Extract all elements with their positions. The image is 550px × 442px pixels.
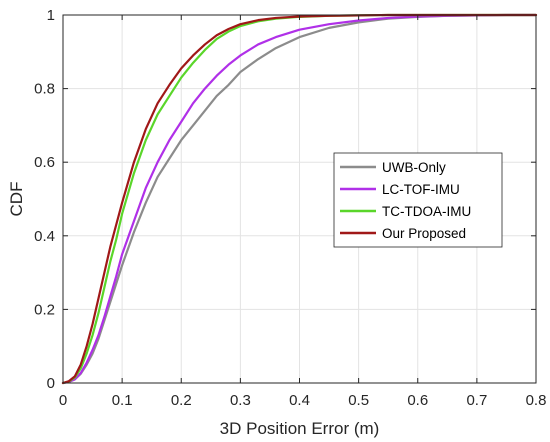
x-tick-label: 0.1 [112,392,133,409]
legend-label: Our Proposed [382,226,466,241]
tick-labels: 0 0.1 0.2 0.3 0.4 0.5 0.6 0.7 0.8 0 0.2 0.4 0.6 0.8 1 [34,7,546,409]
legend-label: LC-TOF-IMU [382,182,460,197]
y-axis-label: CDF [7,182,26,217]
x-tick-label: 0 [59,392,67,409]
legend: UWB-Only LC-TOF-IMU TC-TDOA-IMU Our Propose… [333,152,503,248]
y-tick-label: 0.2 [34,301,55,318]
axis-ticks [62,14,537,384]
y-tick-label: 1 [47,7,55,24]
y-tick-label: 0 [47,375,55,392]
y-tick-label: 0.4 [34,228,55,245]
x-axis-label: 3D Position Error (m) [220,419,380,438]
legend-label: UWB-Only [382,160,446,175]
x-tick-label: 0.3 [230,392,251,409]
x-tick-label: 0.8 [526,392,547,409]
y-tick-label: 0.8 [34,81,55,98]
series-line-lc-tof-imu [61,13,538,385]
legend-label: TC-TDOA-IMU [382,204,471,219]
x-tick-label: 0.6 [407,392,428,409]
y-tick-label: 0.6 [34,154,55,171]
x-tick-label: 0.7 [466,392,487,409]
x-tick-label: 0.4 [289,392,310,409]
x-tick-label: 0.5 [348,392,369,409]
legend-box [333,152,503,248]
x-tick-label: 0.2 [171,392,192,409]
